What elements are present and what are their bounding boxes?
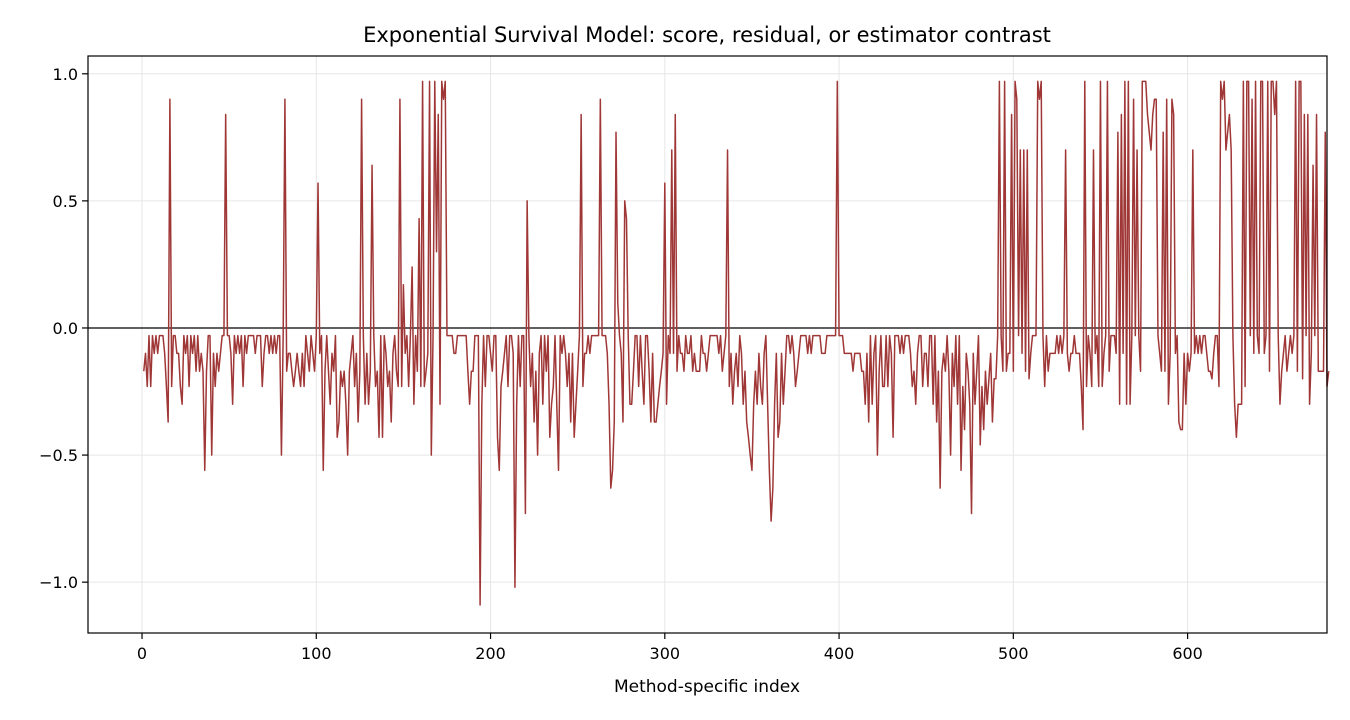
chart-title: Exponential Survival Model: score, resid… [363, 23, 1051, 47]
y-axis: −1.0 −0.5 0.0 0.5 1.0 [39, 65, 88, 592]
x-tick-label: 500 [998, 644, 1029, 663]
y-tick-label: −0.5 [39, 446, 78, 465]
y-tick-label: 0.5 [53, 192, 78, 211]
data-series [143, 80, 1330, 606]
x-tick-label: 400 [824, 644, 855, 663]
x-tick-label: 0 [137, 644, 147, 663]
x-tick-label: 600 [1172, 644, 1203, 663]
plot-area-frame [87, 55, 1328, 634]
series-line [143, 80, 1330, 606]
x-axis-label: Method-specific index [614, 677, 800, 697]
x-tick-label: 300 [650, 644, 681, 663]
y-tick-label: 0.0 [53, 319, 78, 338]
x-axis: 0 100 200 300 400 500 600 [137, 633, 1203, 663]
y-tick-label: −1.0 [39, 573, 78, 592]
y-tick-label: 1.0 [53, 65, 78, 84]
x-tick-label: 200 [475, 644, 506, 663]
x-tick-label: 100 [301, 644, 332, 663]
